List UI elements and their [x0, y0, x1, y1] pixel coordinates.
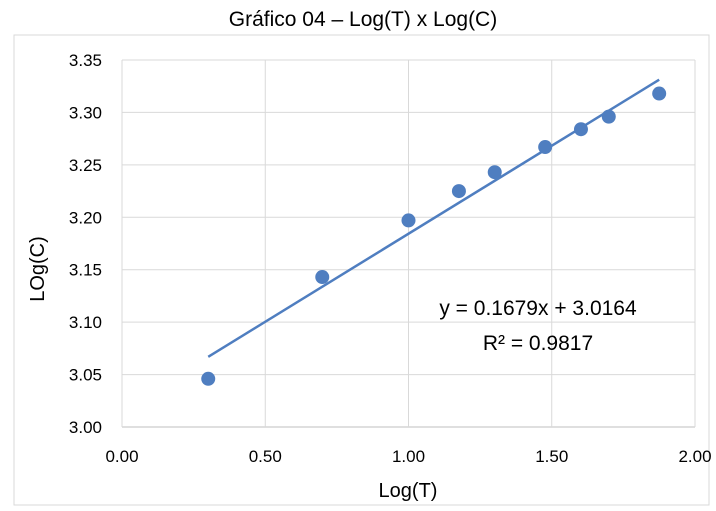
x-tick-labels: 0.00 0.50 1.00 1.50 2.00 [105, 447, 711, 466]
data-point [451, 184, 466, 199]
data-point [315, 270, 330, 285]
y-tick-label: 3.35 [69, 51, 102, 70]
data-point [201, 371, 216, 386]
chart-title: Gráfico 04 – Log(T) x Log(C) [229, 8, 497, 31]
data-point [601, 109, 616, 124]
data-points [201, 86, 667, 386]
data-point [401, 213, 416, 228]
y-tick-label: 3.10 [69, 313, 102, 332]
x-axis-label: Log(T) [379, 480, 438, 502]
x-tick-label: 0.00 [105, 447, 138, 466]
data-point [573, 122, 588, 137]
y-tick-label: 3.30 [69, 103, 102, 122]
data-point [538, 140, 553, 155]
y-tick-labels: 3.00 3.05 3.10 3.15 3.20 3.25 3.30 3.35 [69, 51, 102, 437]
x-tick-label: 1.50 [535, 447, 568, 466]
trendline-equation: y = 0.1679x + 3.0164 [439, 297, 637, 320]
data-point [652, 86, 667, 101]
y-tick-label: 3.00 [69, 418, 102, 437]
y-tick-label: 3.20 [69, 208, 102, 227]
data-point [487, 165, 502, 180]
gridlines [121, 59, 696, 428]
y-tick-label: 3.05 [69, 366, 102, 385]
x-tick-label: 0.50 [249, 447, 282, 466]
x-tick-label: 2.00 [678, 447, 711, 466]
x-tick-label: 1.00 [392, 447, 425, 466]
r-squared-label: R² = 0.9817 [483, 332, 593, 355]
y-tick-label: 3.25 [69, 156, 102, 175]
y-tick-label: 3.15 [69, 261, 102, 280]
chart-area-border [13, 34, 710, 506]
y-axis-label: LOg(C) [27, 236, 49, 302]
